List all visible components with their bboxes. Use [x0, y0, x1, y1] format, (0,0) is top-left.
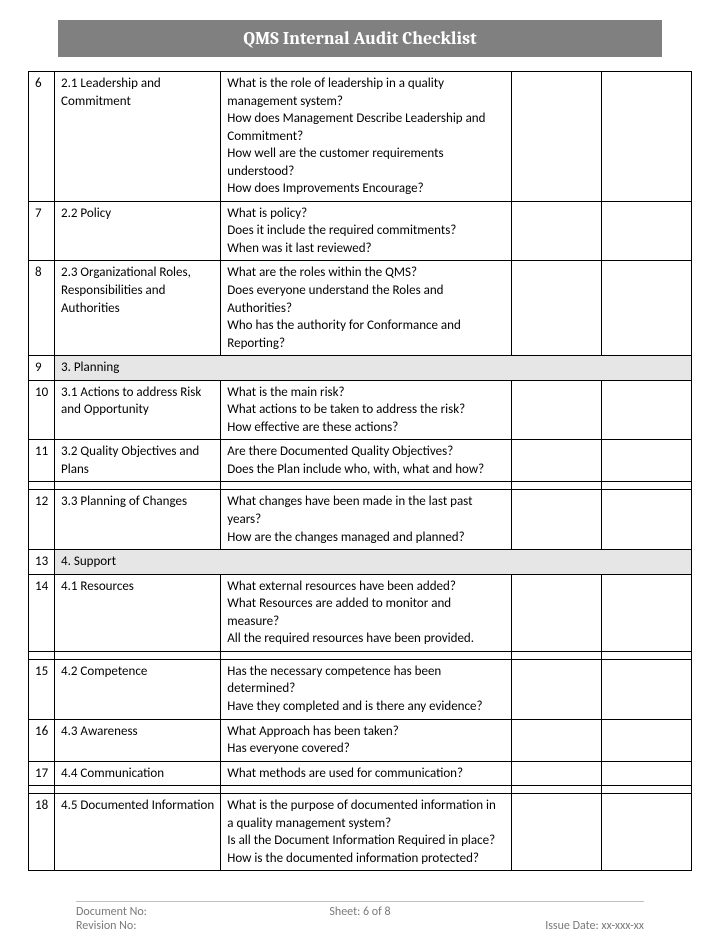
row-col4	[511, 72, 601, 202]
table-row: 184.5 Documented InformationWhat is the …	[29, 794, 692, 871]
row-questions: What methods are used for communication?	[221, 761, 511, 786]
row-col4	[511, 490, 601, 550]
table-row: 164.3 AwarenessWhat Approach has been ta…	[29, 719, 692, 761]
page-footer: Document No: Sheet: 6 of 8 Revision No: …	[76, 901, 644, 933]
table-row: 144.1 ResourcesWhat external resources h…	[29, 574, 692, 651]
row-number: 17	[29, 761, 55, 786]
row-col5	[601, 201, 691, 261]
row-number: 18	[29, 794, 55, 871]
section-title: 3. Planning	[55, 356, 692, 381]
row-number: 14	[29, 574, 55, 651]
spacer-row	[29, 786, 692, 794]
row-col5	[601, 380, 691, 440]
row-item: 2.2 Policy	[55, 201, 221, 261]
row-item: 4.4 Communication	[55, 761, 221, 786]
row-col4	[511, 659, 601, 719]
row-col4	[511, 261, 601, 356]
row-number: 7	[29, 201, 55, 261]
page-title: QMS Internal Audit Checklist	[58, 20, 662, 57]
row-item: 4.1 Resources	[55, 574, 221, 651]
row-number: 10	[29, 380, 55, 440]
row-questions: What is the main risk?What actions to be…	[221, 380, 511, 440]
row-number: 8	[29, 261, 55, 356]
row-item: 2.1 Leadership and Commitment	[55, 72, 221, 202]
table-row: 82.3 Organizational Roles, Responsibilit…	[29, 261, 692, 356]
row-col5	[601, 761, 691, 786]
row-col5	[601, 659, 691, 719]
row-questions: What are the roles within the QMS?Does e…	[221, 261, 511, 356]
row-col5	[601, 719, 691, 761]
row-item: 4.2 Competence	[55, 659, 221, 719]
row-number: 6	[29, 72, 55, 202]
row-item: 4.5 Documented Information	[55, 794, 221, 871]
spacer-row	[29, 482, 692, 490]
footer-rev-no: Revision No:	[76, 919, 265, 933]
row-questions: What external resources have been added?…	[221, 574, 511, 651]
row-questions: What is the purpose of documented inform…	[221, 794, 511, 871]
row-number: 9	[29, 356, 55, 381]
row-col5	[601, 794, 691, 871]
row-col4	[511, 574, 601, 651]
row-item: 3.2 Quality Objectives and Plans	[55, 440, 221, 482]
row-number: 15	[29, 659, 55, 719]
row-col4	[511, 440, 601, 482]
row-col5	[601, 261, 691, 356]
table-row: 113.2 Quality Objectives and PlansAre th…	[29, 440, 692, 482]
row-item: 4.3 Awareness	[55, 719, 221, 761]
row-col4	[511, 201, 601, 261]
table-row: 174.4 CommunicationWhat methods are used…	[29, 761, 692, 786]
row-col4	[511, 380, 601, 440]
row-number: 12	[29, 490, 55, 550]
row-number: 13	[29, 550, 55, 575]
row-col5	[601, 490, 691, 550]
table-row: 103.1 Actions to address Risk and Opport…	[29, 380, 692, 440]
row-questions: What is policy?Does it include the requi…	[221, 201, 511, 261]
section-row: 134. Support	[29, 550, 692, 575]
row-col5	[601, 72, 691, 202]
row-number: 11	[29, 440, 55, 482]
table-row: 72.2 PolicyWhat is policy?Does it includ…	[29, 201, 692, 261]
footer-issue-date: Issue Date: xx-xxx-xx	[455, 919, 644, 933]
row-col4	[511, 719, 601, 761]
row-questions: Are there Documented Quality Objectives?…	[221, 440, 511, 482]
row-questions: Has the necessary competence has been de…	[221, 659, 511, 719]
table-row: 154.2 CompetenceHas the necessary compet…	[29, 659, 692, 719]
row-item: 3.3 Planning of Changes	[55, 490, 221, 550]
table-row: 62.1 Leadership and CommitmentWhat is th…	[29, 72, 692, 202]
row-col5	[601, 574, 691, 651]
row-questions: What Approach has been taken?Has everyon…	[221, 719, 511, 761]
row-item: 2.3 Organizational Roles, Responsibiliti…	[55, 261, 221, 356]
section-title: 4. Support	[55, 550, 692, 575]
row-col4	[511, 761, 601, 786]
row-number: 16	[29, 719, 55, 761]
table-row: 123.3 Planning of ChangesWhat changes ha…	[29, 490, 692, 550]
row-col4	[511, 794, 601, 871]
section-row: 93. Planning	[29, 356, 692, 381]
footer-doc-no: Document No:	[76, 905, 265, 919]
row-questions: What changes have been made in the last …	[221, 490, 511, 550]
page: QMS Internal Audit Checklist 62.1 Leader…	[0, 0, 720, 943]
spacer-row	[29, 651, 692, 659]
footer-sheet: Sheet: 6 of 8	[265, 905, 454, 919]
row-questions: What is the role of leadership in a qual…	[221, 72, 511, 202]
row-item: 3.1 Actions to address Risk and Opportun…	[55, 380, 221, 440]
row-col5	[601, 440, 691, 482]
audit-table: 62.1 Leadership and CommitmentWhat is th…	[28, 71, 692, 871]
